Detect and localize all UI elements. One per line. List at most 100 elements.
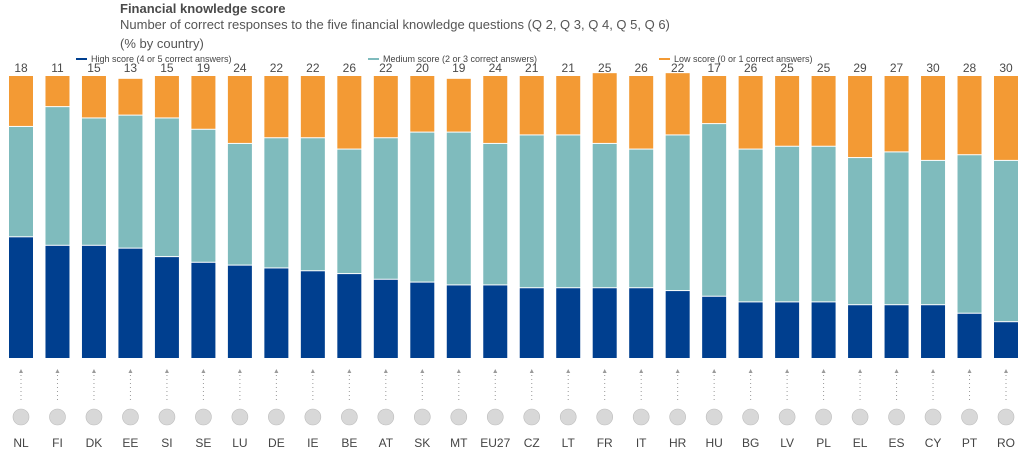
category-label-se: SE (195, 436, 211, 450)
guide-arrow-de (274, 369, 279, 373)
data-label-low-lu: 24 (233, 61, 247, 75)
category-label-cz: CZ (524, 436, 540, 450)
bar-high-ro (994, 322, 1018, 358)
flag-icon-es (888, 408, 905, 426)
bar-medium-hr (665, 135, 690, 291)
data-label-low-ie: 22 (306, 61, 320, 75)
category-label-lv: LV (780, 436, 794, 450)
data-label-low-eu27: 24 (489, 61, 503, 75)
bar-low-sk (410, 76, 435, 132)
flag-icon-lv (778, 408, 796, 426)
bar-high-bg (738, 302, 763, 358)
legend-item-low: Low score (0 or 1 correct answers) (659, 54, 813, 64)
bar-low-ie (300, 76, 325, 138)
bar-low-se (191, 76, 216, 129)
flag-icon-pt (961, 408, 978, 426)
legend-swatch-high (76, 58, 87, 60)
legend-label-high: High score (4 or 5 correct answers) (91, 54, 232, 64)
legend-label-low: Low score (0 or 1 correct answers) (674, 54, 813, 64)
bar-medium-lt (556, 135, 581, 288)
chart-title: Financial knowledge score (120, 1, 286, 16)
bar-medium-cz (519, 135, 544, 288)
bar-low-dk (81, 76, 106, 118)
bar-medium-es (884, 152, 909, 305)
bar-medium-el (848, 158, 873, 305)
data-label-low-pl: 25 (817, 61, 831, 75)
flag-icon-lu (231, 408, 249, 426)
bar-high-be (337, 274, 362, 358)
bar-high-cz (519, 288, 544, 358)
guide-arrow-be (347, 369, 352, 373)
data-label-low-es: 27 (890, 61, 904, 75)
bar-high-it (629, 288, 654, 358)
bar-medium-pl (811, 146, 836, 302)
guide-arrow-cy (931, 369, 936, 373)
bar-low-cy (921, 76, 946, 160)
flag-icon-ro (997, 408, 1015, 426)
category-label-eu27: EU27 (480, 436, 510, 450)
bar-low-ro (994, 76, 1018, 160)
bar-medium-cy (921, 160, 946, 305)
flag-icon-hu (705, 408, 723, 426)
bar-high-ee (118, 248, 143, 358)
guide-arrow-lt (566, 369, 571, 373)
bar-medium-se (191, 129, 216, 262)
flag-icon-si (158, 408, 176, 426)
bar-high-el (848, 305, 873, 358)
flag-icon-it (632, 408, 650, 426)
data-label-low-dk: 15 (87, 61, 101, 75)
bar-high-ie (300, 271, 325, 358)
flag-icon-cy (924, 408, 942, 426)
category-label-dk: DK (86, 436, 103, 450)
flag-icon-fi (49, 408, 66, 426)
bar-low-mt (446, 78, 471, 132)
category-label-fi: FI (52, 436, 63, 450)
bar-high-fi (45, 245, 70, 358)
bar-low-de (264, 76, 289, 138)
bar-medium-dk (81, 118, 106, 245)
guide-arrow-se (201, 369, 206, 373)
bar-medium-ee (118, 115, 143, 248)
category-label-pl: PL (816, 436, 831, 450)
category-label-pt: PT (962, 436, 978, 450)
bar-high-se (191, 262, 216, 358)
flag-icon-nl (12, 408, 30, 426)
bar-high-cy (921, 305, 946, 358)
data-label-low-nl: 18 (14, 61, 28, 75)
data-label-low-it: 26 (635, 61, 649, 75)
bar-medium-ie (300, 138, 325, 271)
bar-low-eu27 (483, 76, 508, 143)
bar-low-es (884, 76, 909, 152)
data-label-low-fr: 25 (598, 61, 612, 75)
guide-arrow-lv (785, 369, 790, 373)
category-label-ie: IE (307, 436, 318, 450)
bar-high-hu (702, 296, 727, 358)
flag-icon-hr (669, 408, 686, 426)
category-label-at: AT (379, 436, 394, 450)
legend-item-high: High score (4 or 5 correct answers) (76, 54, 232, 64)
bar-low-it (629, 76, 654, 149)
guide-arrow-es (894, 369, 899, 373)
bar-medium-lu (227, 143, 252, 265)
bar-low-nl (9, 76, 33, 126)
guide-arrow-ie (310, 369, 315, 373)
flag-icon-fr (596, 408, 614, 426)
flag-icon-mt (450, 408, 468, 426)
bar-low-hu (702, 76, 727, 124)
bar-medium-de (264, 138, 289, 268)
guide-arrow-sk (420, 369, 425, 373)
guide-arrow-lu (237, 369, 242, 373)
flag-icon-dk (85, 408, 103, 426)
guide-arrow-hu (712, 369, 717, 373)
bar-low-hr (665, 73, 690, 135)
bar-high-lv (775, 302, 800, 358)
bar-high-de (264, 268, 289, 358)
bar-medium-fr (592, 143, 617, 288)
bar-medium-sk (410, 132, 435, 282)
category-label-fr: FR (597, 436, 613, 450)
data-label-low-fi: 11 (51, 61, 64, 75)
flag-icon-el (851, 408, 869, 426)
category-label-el: EL (853, 436, 868, 450)
category-label-ee: EE (122, 436, 138, 450)
